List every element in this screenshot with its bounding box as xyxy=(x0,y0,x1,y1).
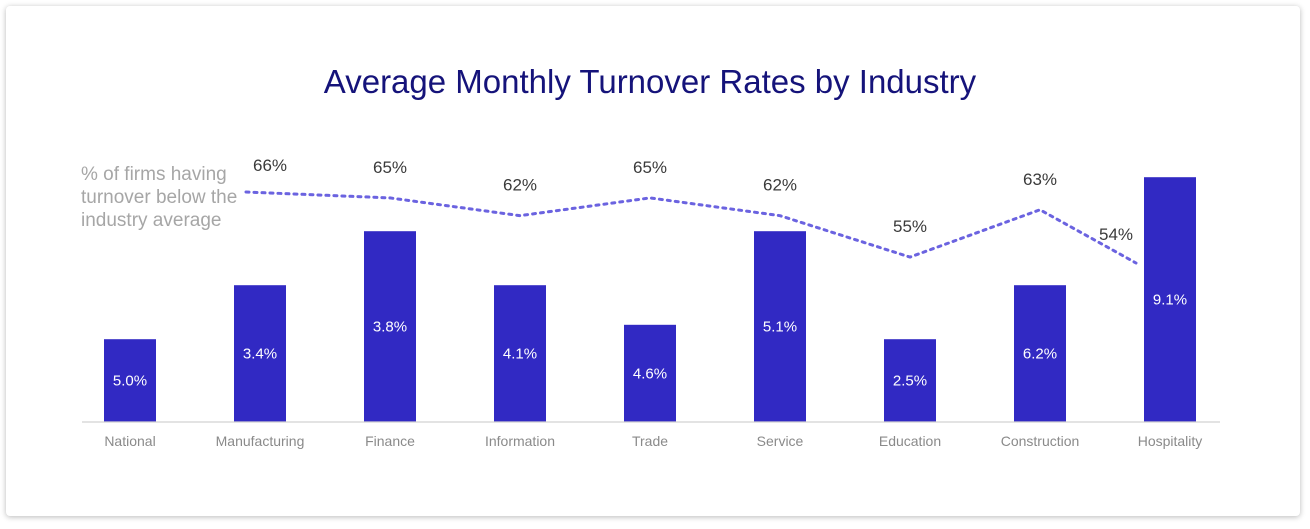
category-label-trade: Trade xyxy=(632,433,668,449)
bar-education xyxy=(884,339,936,422)
bar-value-label: 4.1% xyxy=(503,346,537,363)
bar-value-label: 9.1% xyxy=(1153,292,1187,309)
bar-information xyxy=(494,285,546,422)
line-point-label: 66% xyxy=(253,156,287,175)
bars-layer: 5.0% National 3.4% Manufacturing 3.8% Finance… xyxy=(104,177,1202,449)
bar-construction xyxy=(1014,285,1066,422)
bar-value-label: 6.2% xyxy=(1023,346,1057,363)
annotation-line-3: industry average xyxy=(81,210,221,231)
bar-trade xyxy=(624,324,676,422)
bar-hospitality xyxy=(1144,177,1196,422)
bar-value-label: 5.0% xyxy=(113,373,147,390)
category-label-hospitality: Hospitality xyxy=(1138,433,1203,449)
chart-card xyxy=(6,6,1300,516)
line-point-label: 63% xyxy=(1023,170,1057,189)
category-label-service: Service xyxy=(757,433,804,449)
bar-value-label: 3.8% xyxy=(373,319,407,336)
line-point-label: 54% xyxy=(1099,225,1133,244)
line-series-firms-below-average xyxy=(244,190,1138,265)
chart-title: Average Monthly Turnover Rates by Indust… xyxy=(324,63,977,100)
category-label-national: National xyxy=(104,433,155,449)
line-point-label: 65% xyxy=(373,158,407,177)
line-point-label: 62% xyxy=(503,176,537,195)
line-point-label: 55% xyxy=(893,217,927,236)
bar-value-label: 4.6% xyxy=(633,365,667,382)
line-point-label: 62% xyxy=(763,176,797,195)
bar-manufacturing xyxy=(234,285,286,422)
category-label-information: Information xyxy=(485,433,555,449)
bar-national xyxy=(104,339,156,422)
line-layer: 66% 65% 62% 65% 62% 55% 63% 54% xyxy=(244,156,1138,265)
bar-finance xyxy=(364,231,416,422)
bar-value-label: 5.1% xyxy=(763,319,797,336)
bar-service xyxy=(754,231,806,422)
category-label-manufacturing: Manufacturing xyxy=(216,433,305,449)
bar-value-label: 2.5% xyxy=(893,373,927,390)
annotation-line-2: turnover below the xyxy=(81,187,237,208)
line-annotation: % of firms having turnover below the ind… xyxy=(81,164,243,231)
category-label-education: Education xyxy=(879,433,941,449)
category-label-construction: Construction xyxy=(1001,433,1080,449)
category-label-finance: Finance xyxy=(365,433,415,449)
annotation-line-1: % of firms having xyxy=(81,164,227,185)
bar-value-label: 3.4% xyxy=(243,346,277,363)
line-point-label: 65% xyxy=(633,158,667,177)
